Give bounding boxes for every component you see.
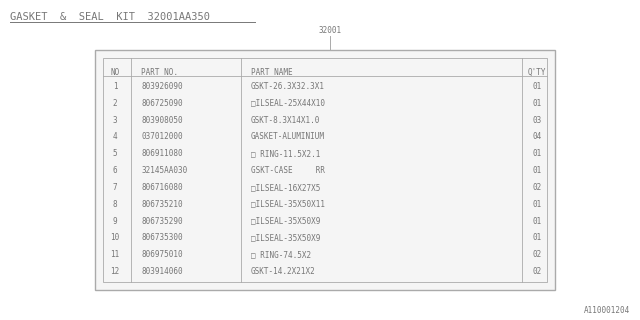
Text: □ILSEAL-35X50X11: □ILSEAL-35X50X11	[251, 200, 325, 209]
Text: 803914060: 803914060	[141, 267, 182, 276]
Text: □ILSEAL-35X50X9: □ILSEAL-35X50X9	[251, 217, 321, 226]
Text: 806735300: 806735300	[141, 233, 182, 243]
Text: 806725090: 806725090	[141, 99, 182, 108]
Text: 03: 03	[532, 116, 541, 124]
Text: □ILSEAL-16X27X5: □ILSEAL-16X27X5	[251, 183, 321, 192]
Text: 01: 01	[532, 217, 541, 226]
Text: 5: 5	[113, 149, 117, 158]
Text: 02: 02	[532, 250, 541, 259]
Text: 6: 6	[113, 166, 117, 175]
Text: 9: 9	[113, 217, 117, 226]
Text: 32001: 32001	[319, 26, 342, 35]
Text: 2: 2	[113, 99, 117, 108]
Text: □ RING-74.5X2: □ RING-74.5X2	[251, 250, 311, 259]
Text: 02: 02	[532, 267, 541, 276]
Text: 8: 8	[113, 200, 117, 209]
Text: 3: 3	[113, 116, 117, 124]
Text: 7: 7	[113, 183, 117, 192]
Text: NO: NO	[110, 68, 120, 77]
Text: GSKT-26.3X32.3X1: GSKT-26.3X32.3X1	[251, 82, 325, 91]
Text: 01: 01	[532, 200, 541, 209]
Bar	[103, 58, 547, 282]
Text: 803908050: 803908050	[141, 116, 182, 124]
Text: 037012000: 037012000	[141, 132, 182, 141]
Text: 803926090: 803926090	[141, 82, 182, 91]
Text: GASKET-ALUMINIUM: GASKET-ALUMINIUM	[251, 132, 325, 141]
Text: 01: 01	[532, 149, 541, 158]
Text: GASKET  &  SEAL  KIT  32001AA350: GASKET & SEAL KIT 32001AA350	[10, 12, 210, 22]
Text: 04: 04	[532, 132, 541, 141]
Text: 01: 01	[532, 233, 541, 243]
Text: 02: 02	[532, 183, 541, 192]
Text: 11: 11	[110, 250, 120, 259]
Bar	[95, 50, 555, 290]
Text: □ RING-11.5X2.1: □ RING-11.5X2.1	[251, 149, 321, 158]
Text: PART NO.: PART NO.	[141, 68, 178, 77]
Text: A110001204: A110001204	[584, 306, 630, 315]
Text: 806716080: 806716080	[141, 183, 182, 192]
Text: GSKT-14.2X21X2: GSKT-14.2X21X2	[251, 267, 316, 276]
Text: 01: 01	[532, 82, 541, 91]
Text: 10: 10	[110, 233, 120, 243]
Text: 1: 1	[113, 82, 117, 91]
Text: 806911080: 806911080	[141, 149, 182, 158]
Text: GSKT-8.3X14X1.0: GSKT-8.3X14X1.0	[251, 116, 321, 124]
Text: 806735290: 806735290	[141, 217, 182, 226]
Text: 01: 01	[532, 99, 541, 108]
Text: 01: 01	[532, 166, 541, 175]
Text: GSKT-CASE     RR: GSKT-CASE RR	[251, 166, 325, 175]
Text: 806975010: 806975010	[141, 250, 182, 259]
Text: 4: 4	[113, 132, 117, 141]
Text: Q'TY: Q'TY	[528, 68, 547, 77]
Text: PART NAME: PART NAME	[251, 68, 292, 77]
Text: □ILSEAL-25X44X10: □ILSEAL-25X44X10	[251, 99, 325, 108]
Text: □ILSEAL-35X50X9: □ILSEAL-35X50X9	[251, 233, 321, 243]
Text: 12: 12	[110, 267, 120, 276]
Text: 806735210: 806735210	[141, 200, 182, 209]
Text: 32145AA030: 32145AA030	[141, 166, 188, 175]
